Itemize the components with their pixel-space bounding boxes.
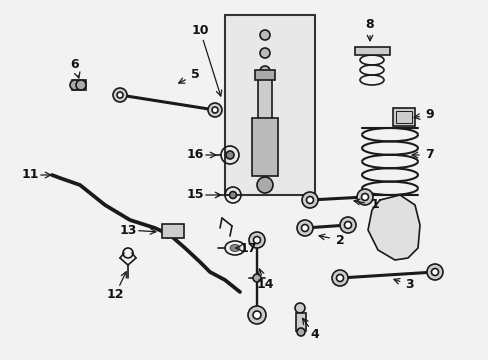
Polygon shape (367, 195, 419, 260)
Ellipse shape (229, 244, 240, 252)
Circle shape (356, 189, 372, 205)
Circle shape (294, 303, 305, 313)
Text: 15: 15 (186, 189, 203, 202)
Bar (258, 75, 271, 120)
Text: 2: 2 (335, 234, 344, 247)
Circle shape (212, 107, 218, 113)
Circle shape (76, 80, 86, 90)
Bar (295, 313, 305, 331)
Circle shape (247, 306, 265, 324)
Circle shape (253, 237, 260, 243)
Bar (224, 15, 314, 195)
Text: 10: 10 (191, 23, 208, 36)
Circle shape (331, 270, 347, 286)
Circle shape (344, 221, 351, 229)
Circle shape (296, 220, 312, 236)
Bar (392, 108, 414, 126)
Text: 11: 11 (21, 168, 39, 181)
Circle shape (70, 80, 80, 90)
Circle shape (113, 88, 127, 102)
Bar (395, 111, 411, 123)
Text: 3: 3 (405, 279, 413, 292)
Text: 5: 5 (190, 68, 199, 81)
Circle shape (306, 197, 313, 203)
Circle shape (260, 30, 269, 40)
Text: 14: 14 (256, 279, 273, 292)
Circle shape (260, 48, 269, 58)
Circle shape (426, 264, 442, 280)
Circle shape (336, 274, 343, 282)
Circle shape (296, 328, 305, 336)
Text: 12: 12 (106, 288, 123, 302)
Text: 4: 4 (310, 328, 319, 342)
Bar (254, 70, 274, 80)
Text: 16: 16 (186, 148, 203, 162)
Text: 1: 1 (370, 198, 379, 211)
Circle shape (302, 192, 317, 208)
Circle shape (301, 225, 308, 231)
Text: 7: 7 (425, 148, 433, 162)
Bar (72, 80, 86, 90)
Text: 6: 6 (71, 58, 79, 72)
Bar (251, 118, 278, 176)
Circle shape (207, 103, 222, 117)
Circle shape (339, 217, 355, 233)
Bar (162, 224, 183, 238)
Circle shape (117, 92, 123, 98)
Circle shape (252, 311, 261, 319)
Circle shape (252, 274, 261, 282)
Text: 17: 17 (239, 242, 256, 255)
Circle shape (361, 194, 368, 201)
Circle shape (430, 269, 438, 275)
Circle shape (229, 192, 236, 198)
Text: 9: 9 (425, 108, 433, 122)
Circle shape (248, 232, 264, 248)
Text: 8: 8 (365, 18, 373, 31)
Bar (354, 47, 389, 55)
Circle shape (225, 151, 234, 159)
Circle shape (257, 177, 272, 193)
Text: 13: 13 (119, 224, 137, 237)
Circle shape (260, 66, 269, 76)
